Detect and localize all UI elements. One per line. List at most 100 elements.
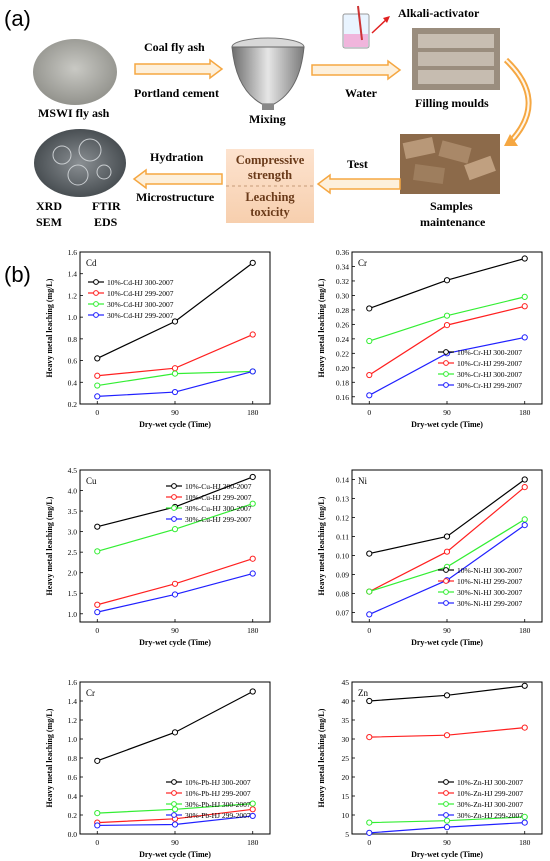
- x-tick-label: 0: [367, 838, 371, 847]
- data-point: [521, 293, 528, 300]
- data-point: [249, 688, 256, 695]
- arrow-to-sem: [132, 168, 223, 190]
- y-tick-label: 1.5: [68, 589, 78, 598]
- y-tick-label: 1.0: [68, 610, 78, 619]
- y-tick-label: 2.5: [68, 548, 78, 557]
- data-point: [171, 580, 179, 587]
- legend-entry: 10%-Zn-HJ 300-2007: [457, 778, 523, 787]
- data-point: [249, 368, 256, 375]
- arrow-to-test-box: [316, 173, 401, 195]
- x-axis-label: Dry-wet cycle (Time): [411, 638, 483, 647]
- data-point: [171, 526, 179, 533]
- y-tick-label: 1.2: [68, 291, 78, 300]
- data-point: [94, 523, 101, 530]
- legend-swatch-marker: [443, 790, 449, 796]
- data-point: [366, 305, 373, 312]
- chart-element-label: Cr: [358, 258, 367, 268]
- legend-entry: 30%-Zn-HJ 299-2007: [457, 811, 523, 820]
- chart-frame: [79, 251, 271, 405]
- x-tick-label: 90: [171, 626, 179, 635]
- y-tick-label: 20: [342, 773, 350, 782]
- y-tick-label: 1.6: [68, 678, 78, 687]
- chart-element-label: Zn: [358, 688, 368, 698]
- y-tick-label: 3.5: [68, 507, 78, 516]
- hydration-label: Hydration: [150, 150, 204, 164]
- y-tick-label: 0.07: [336, 609, 349, 618]
- series-line: [369, 479, 526, 555]
- y-tick-label: 2.0: [68, 569, 78, 578]
- data-point: [249, 800, 256, 807]
- test-label: Test: [347, 157, 368, 171]
- data-point: [443, 312, 451, 319]
- sem-image: [34, 129, 126, 197]
- data-point: [171, 318, 179, 325]
- y-tick-label: 0.6: [68, 357, 78, 366]
- x-tick-label: 0: [95, 626, 99, 635]
- sem-label: SEM: [36, 215, 63, 229]
- data-point: [443, 732, 451, 739]
- x-tick-label: 180: [247, 838, 259, 847]
- data-point: [521, 516, 528, 523]
- data-point: [94, 810, 101, 817]
- y-tick-label: 1.6: [68, 248, 78, 257]
- x-tick-label: 90: [171, 408, 179, 417]
- data-point: [94, 548, 101, 555]
- y-tick-label: 35: [342, 716, 350, 725]
- y-tick-label: 0.11: [336, 533, 349, 542]
- x-tick-label: 180: [247, 626, 259, 635]
- y-tick-label: 45: [342, 678, 350, 687]
- chart-element-label: Ni: [358, 476, 367, 486]
- legend-swatch-marker: [93, 279, 99, 285]
- y-tick-label: 0.34: [336, 262, 349, 271]
- data-point: [249, 259, 256, 266]
- data-point: [366, 819, 373, 826]
- legend-swatch-marker: [171, 505, 177, 511]
- data-point: [366, 371, 373, 379]
- data-point: [94, 757, 101, 764]
- data-point: [249, 570, 256, 577]
- data-point: [171, 388, 179, 396]
- data-point: [171, 591, 179, 598]
- y-tick-label: 0.4: [68, 792, 78, 801]
- x-tick-label: 90: [443, 408, 451, 417]
- y-tick-label: 0.22: [336, 349, 349, 358]
- water-label: Water: [345, 86, 377, 100]
- y-tick-label: 0.8: [68, 335, 78, 344]
- chart-element-label: Cu: [86, 476, 97, 486]
- filling-moulds-label: Filling moulds: [415, 96, 489, 110]
- arrow-to-moulds: [311, 59, 402, 81]
- y-tick-label: 0.30: [336, 291, 349, 300]
- legend-swatch-marker: [443, 349, 449, 355]
- data-point: [249, 806, 256, 813]
- y-tick-label: 0.32: [336, 277, 349, 286]
- arrow-to-mixing: [134, 58, 224, 80]
- y-axis-label: Heavy metal leaching (mg/L): [317, 708, 326, 807]
- data-point: [521, 334, 528, 341]
- legend-entry: 30%-Pb-HJ 300-2007: [185, 800, 251, 809]
- data-point: [521, 484, 528, 491]
- legend-swatch-marker: [171, 812, 177, 818]
- y-tick-label: 0.26: [336, 320, 349, 329]
- legend-entry: 30%-Cr-HJ 299-2007: [457, 381, 522, 390]
- x-tick-label: 180: [519, 626, 531, 635]
- y-tick-label: 0.36: [336, 248, 349, 257]
- y-tick-label: 1.0: [68, 735, 78, 744]
- data-point: [366, 392, 373, 399]
- y-tick-label: 0.4: [68, 378, 78, 387]
- mixing-label: Mixing: [249, 112, 286, 126]
- mswi-fly-ash-image: [33, 39, 117, 105]
- data-point: [366, 337, 373, 345]
- data-point: [94, 372, 101, 379]
- x-tick-label: 0: [95, 838, 99, 847]
- data-point: [521, 682, 528, 689]
- y-tick-label: 0.13: [336, 495, 349, 504]
- x-tick-label: 180: [519, 408, 531, 417]
- data-point: [443, 817, 451, 824]
- data-point: [94, 822, 101, 829]
- samples-image: [400, 134, 500, 194]
- eds-label: EDS: [94, 215, 118, 229]
- legend-swatch-marker: [443, 382, 449, 388]
- data-point: [171, 806, 179, 813]
- legend-swatch-marker: [443, 600, 449, 606]
